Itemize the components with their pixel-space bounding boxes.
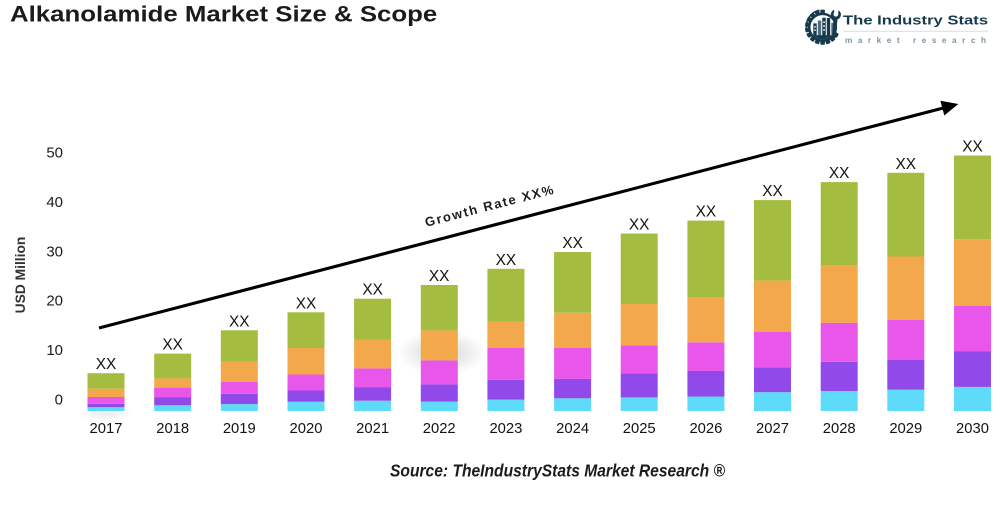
- svg-text:XX: XX: [296, 295, 317, 312]
- svg-text:2023: 2023: [489, 421, 522, 437]
- svg-text:40: 40: [46, 194, 63, 211]
- svg-text:2017: 2017: [90, 421, 123, 437]
- svg-text:Alkanolamide Market Size & Sco: Alkanolamide Market Size & Scope: [10, 2, 437, 27]
- svg-text:2018: 2018: [156, 421, 189, 437]
- svg-text:2030: 2030: [956, 421, 989, 437]
- svg-text:20: 20: [46, 293, 63, 310]
- svg-text:XX: XX: [229, 313, 250, 330]
- svg-text:2026: 2026: [689, 421, 722, 437]
- svg-text:XX: XX: [829, 165, 850, 182]
- svg-text:USD Million: USD Million: [13, 237, 28, 314]
- svg-text:XX: XX: [762, 183, 783, 200]
- svg-text:2024: 2024: [556, 421, 589, 437]
- svg-text:XX: XX: [96, 356, 117, 373]
- svg-text:50: 50: [46, 145, 63, 162]
- svg-text:2020: 2020: [290, 421, 323, 437]
- svg-text:XX: XX: [696, 204, 717, 221]
- svg-text:0: 0: [55, 391, 63, 408]
- svg-text:2022: 2022: [423, 421, 456, 437]
- svg-text:XX: XX: [362, 282, 383, 299]
- svg-text:30: 30: [46, 243, 63, 260]
- svg-text:10: 10: [46, 342, 63, 359]
- svg-text:The Industry Stats: The Industry Stats: [843, 13, 988, 28]
- svg-text:XX: XX: [629, 217, 650, 234]
- svg-text:XX: XX: [896, 156, 917, 173]
- svg-text:market research: market research: [845, 36, 986, 45]
- svg-text:XX: XX: [162, 337, 183, 354]
- svg-text:2021: 2021: [356, 421, 389, 437]
- svg-text:2028: 2028: [823, 421, 856, 437]
- svg-text:XX: XX: [496, 252, 517, 269]
- svg-text:2027: 2027: [756, 421, 789, 437]
- svg-text:Source: TheIndustryStats Marke: Source: TheIndustryStats Market Research…: [390, 461, 726, 481]
- svg-text:2025: 2025: [623, 421, 656, 437]
- svg-text:XX: XX: [962, 139, 983, 156]
- svg-text:XX: XX: [562, 235, 583, 252]
- svg-text:XX: XX: [429, 268, 450, 285]
- svg-text:2019: 2019: [223, 421, 256, 437]
- svg-text:2029: 2029: [889, 421, 922, 437]
